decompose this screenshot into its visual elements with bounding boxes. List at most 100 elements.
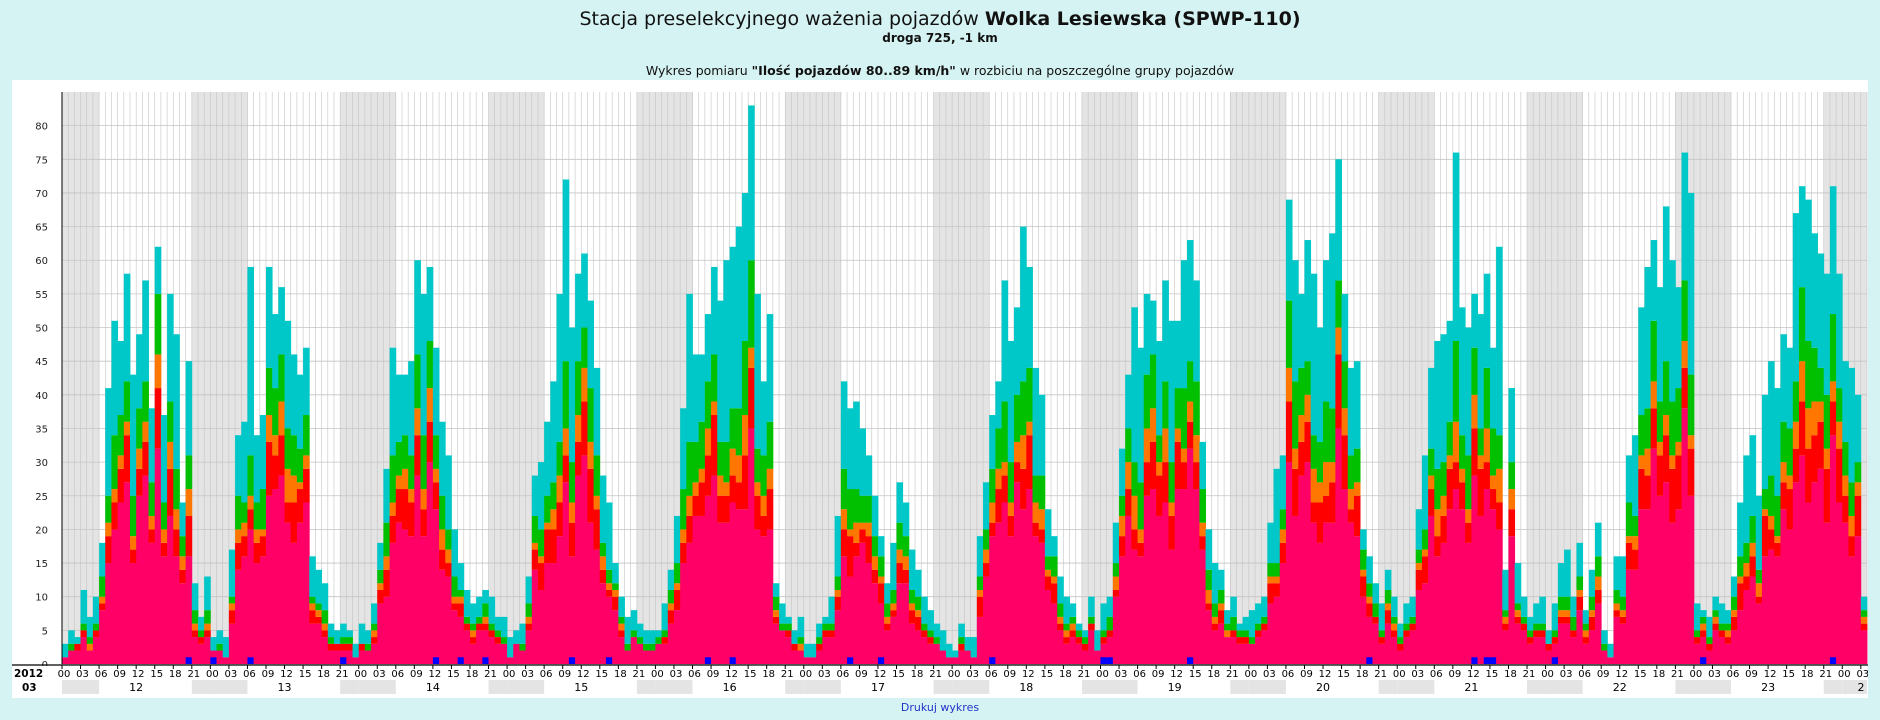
bar-segment-cyan: [1285, 199, 1293, 301]
bar-segment-magenta: [822, 637, 829, 664]
bar-segment-magenta: [1378, 643, 1386, 664]
bar-segment-green: [1749, 515, 1757, 543]
bar-segment-green: [1335, 280, 1342, 328]
night-shade: [346, 92, 353, 664]
bar-segment-orange: [1347, 489, 1355, 510]
x-hour-label: 00: [1244, 669, 1257, 680]
night-label-shade: [803, 680, 841, 694]
bar-segment-red: [1663, 435, 1670, 483]
bar-segment-orange: [1557, 610, 1565, 617]
bar-segment-magenta: [1551, 643, 1559, 664]
night-shade: [661, 92, 669, 664]
bar-segment-cyan: [1323, 260, 1330, 402]
bar-segment-magenta: [1242, 643, 1250, 664]
bar-segment-red: [389, 515, 397, 543]
bar-segment-magenta: [1026, 489, 1033, 664]
x-day-label: 13: [278, 681, 292, 694]
bar-segment-magenta: [1032, 536, 1040, 664]
bar-segment-cyan: [1032, 367, 1040, 476]
x-hour-label: 06: [688, 669, 701, 680]
bar-segment-cyan: [1397, 623, 1404, 638]
bar-segment-cyan: [562, 179, 570, 362]
bar-segment-orange: [1737, 576, 1744, 584]
bar-segment-magenta: [1860, 630, 1868, 664]
bar-segment-cyan: [204, 576, 211, 611]
bar-segment-cyan: [877, 536, 885, 557]
night-label-shade: [636, 680, 656, 694]
bar-segment-blue: [1489, 657, 1497, 664]
night-shade: [235, 92, 242, 664]
bar-segment-magenta: [884, 630, 891, 664]
chart-title: Stacja preselekcyjnego ważenia pojazdów …: [0, 8, 1880, 30]
bar-segment-green: [500, 637, 508, 644]
bar-segment-green: [562, 361, 570, 429]
bar-segment-orange: [1434, 509, 1441, 537]
x-hour-label: 09: [855, 669, 868, 680]
bar-segment-magenta: [1273, 596, 1281, 664]
bar-segment-green: [1168, 462, 1176, 503]
bar-segment-red: [136, 468, 143, 496]
bar-segment-orange: [389, 502, 397, 516]
bar-segment-magenta: [426, 462, 434, 664]
bar-segment-red: [99, 603, 106, 611]
bar-segment-magenta: [80, 637, 88, 664]
x-hour-label: 03: [1856, 669, 1868, 680]
bar-segment-green: [1848, 482, 1856, 516]
bar-segment-red: [1613, 610, 1621, 617]
bar-segment-red: [1180, 462, 1188, 490]
bar-segment-green: [1737, 556, 1744, 577]
bar-segment-cyan: [581, 253, 588, 328]
bar-segment-orange: [1224, 630, 1231, 638]
bar-segment-red: [445, 563, 452, 577]
bar-segment-magenta: [253, 563, 261, 664]
bar-segment-magenta: [68, 650, 75, 664]
bar-segment-magenta: [537, 589, 545, 664]
x-hour-label: 18: [911, 669, 924, 680]
bar-segment-magenta: [1403, 637, 1410, 664]
bar-segment-red: [673, 589, 681, 611]
bar-segment-orange: [303, 455, 310, 469]
bar-segment-orange: [1180, 448, 1188, 463]
bar-segment-green: [1088, 616, 1095, 624]
bar-segment-magenta: [1323, 522, 1330, 664]
bar-segment-red: [581, 401, 588, 456]
bar-segment-cyan: [1415, 509, 1423, 550]
bar-segment-magenta: [568, 556, 576, 664]
bar-segment-orange: [160, 529, 168, 543]
bar-segment-red: [1799, 401, 1806, 456]
bar-segment-magenta: [1397, 650, 1404, 664]
bar-segment-cyan: [1650, 240, 1658, 321]
bar-segment-red: [902, 569, 910, 584]
bar-segment-orange: [1199, 522, 1206, 537]
bar-segment-magenta: [1335, 428, 1342, 664]
bar-segment-green: [1619, 596, 1627, 611]
bar-segment-orange: [618, 623, 625, 631]
x-hour-label: 15: [1040, 669, 1053, 680]
bar-segment-green: [1805, 340, 1812, 409]
bar-segment-orange: [414, 408, 421, 436]
bar-segment-green: [1174, 388, 1182, 429]
bar-segment-cyan: [537, 462, 545, 530]
bar-segment-green: [1001, 401, 1009, 463]
bar-segment-green: [1514, 603, 1522, 611]
night-shade: [531, 92, 539, 664]
bar-segment-red: [1743, 576, 1750, 590]
bar-segment-green: [346, 637, 353, 644]
bar-segment-green: [680, 489, 687, 530]
bar-segment-magenta: [1848, 556, 1856, 664]
bar-segment-red: [191, 630, 199, 638]
bar-segment-cyan: [1372, 583, 1380, 604]
bar-segment-magenta: [173, 556, 180, 664]
bar-segment-cyan: [482, 589, 489, 604]
bar-segment-magenta: [1786, 529, 1794, 664]
print-chart-link[interactable]: Drukuj wykres: [900, 701, 980, 714]
bar-segment-cyan: [340, 623, 347, 638]
night-shade: [1279, 92, 1287, 664]
night-shade: [1384, 92, 1392, 664]
bar-segment-cyan: [698, 354, 706, 422]
x-hour-label: 09: [1597, 669, 1610, 680]
bar-segment-green: [321, 610, 329, 624]
bar-segment-cyan: [1205, 529, 1213, 570]
bar-segment-magenta: [970, 657, 978, 664]
x-hour-label: 18: [169, 669, 182, 680]
